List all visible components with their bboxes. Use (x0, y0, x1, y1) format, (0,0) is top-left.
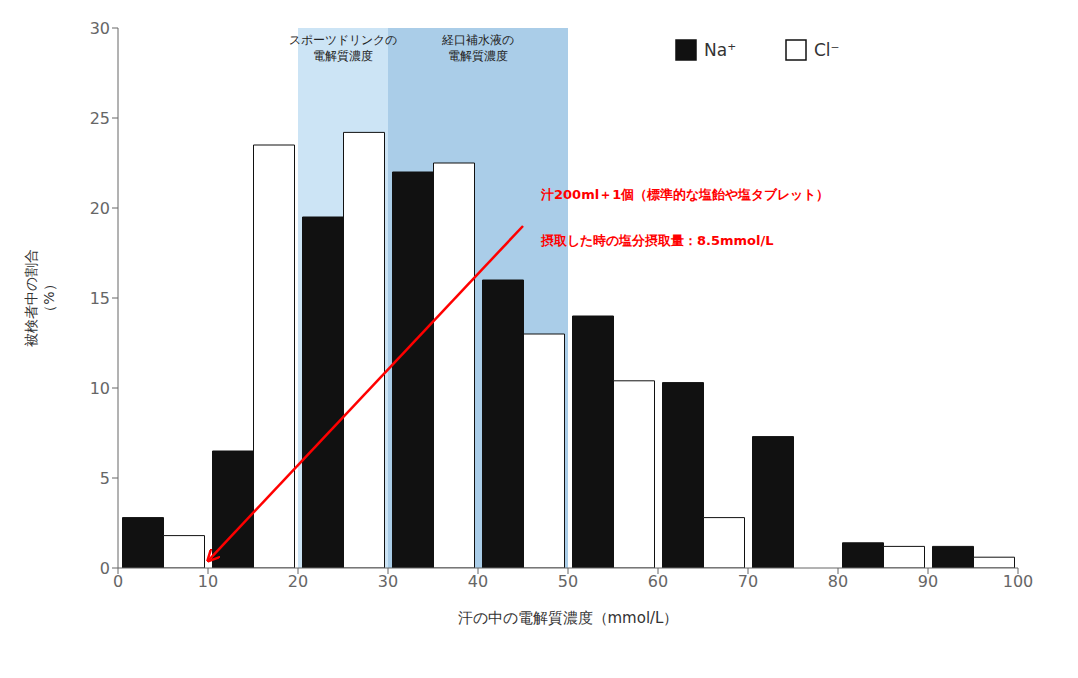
svg-text:30: 30 (90, 19, 110, 38)
svg-text:100: 100 (1003, 572, 1034, 591)
svg-text:0: 0 (100, 559, 110, 578)
svg-text:摂取した時の塩分摂取量：8.5mmol/L: 摂取した時の塩分摂取量：8.5mmol/L (540, 233, 774, 248)
svg-text:20: 20 (288, 572, 308, 591)
svg-text:40: 40 (468, 572, 488, 591)
svg-text:10: 10 (198, 572, 218, 591)
svg-text:70: 70 (738, 572, 758, 591)
svg-text:10: 10 (90, 379, 110, 398)
svg-text:50: 50 (558, 572, 578, 591)
svg-text:60: 60 (648, 572, 668, 591)
svg-text:80: 80 (828, 572, 848, 591)
svg-text:被検者中の割合（%）: 被検者中の割合（%） (23, 249, 57, 347)
svg-text:25: 25 (90, 109, 110, 128)
svg-text:0: 0 (113, 572, 123, 591)
svg-text:15: 15 (90, 289, 110, 308)
svg-text:汁200ml＋1個（標準的な塩飴や塩タブレット）: 汁200ml＋1個（標準的な塩飴や塩タブレット） (540, 187, 829, 202)
svg-text:スポーツドリンクの電解質濃度: スポーツドリンクの電解質濃度 (289, 33, 397, 63)
svg-text:Cl⁻: Cl⁻ (814, 40, 840, 60)
svg-text:30: 30 (378, 572, 398, 591)
svg-text:汗の中の電解質濃度（mmol/L）: 汗の中の電解質濃度（mmol/L） (458, 609, 679, 627)
svg-text:90: 90 (918, 572, 938, 591)
svg-text:20: 20 (90, 199, 110, 218)
svg-text:5: 5 (100, 469, 110, 488)
svg-text:経口補水液の電解質濃度: 経口補水液の電解質濃度 (441, 33, 514, 63)
svg-text:Na⁺: Na⁺ (704, 40, 736, 60)
